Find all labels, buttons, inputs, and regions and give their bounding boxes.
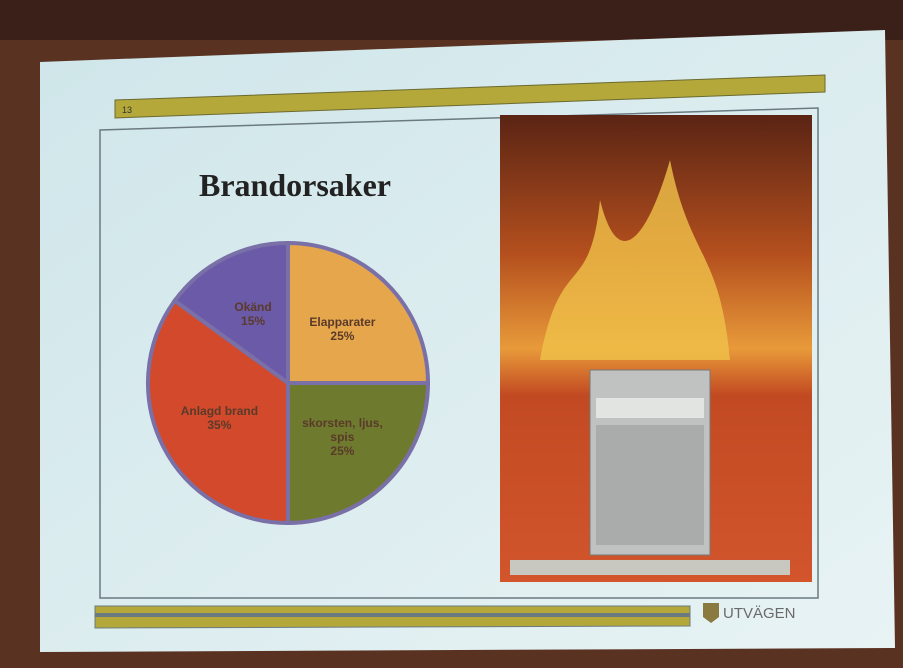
logo: UTVÄGEN (723, 605, 796, 622)
ceiling (0, 0, 903, 40)
slice-category: skorsten, ljus, spis (297, 416, 387, 444)
chart-title: Brandorsaker (199, 167, 391, 203)
slice-value: 35% (174, 418, 264, 432)
slice-value: 25% (297, 444, 387, 458)
slice-value: 15% (208, 314, 298, 328)
slide-photo: 13 UTVÄGEN Brandorsaker Elapparater25%sk… (0, 0, 903, 668)
slide-number: 13 (122, 105, 132, 115)
bottom-stripe (95, 613, 690, 617)
slide: 13 UTVÄGEN Brandorsaker (0, 0, 903, 668)
slice-category: Elapparater (297, 315, 387, 329)
slice-category: Anlagd brand (174, 404, 264, 418)
slice-value: 25% (297, 329, 387, 343)
photo (500, 115, 812, 582)
slice-category: Okänd (208, 300, 298, 314)
